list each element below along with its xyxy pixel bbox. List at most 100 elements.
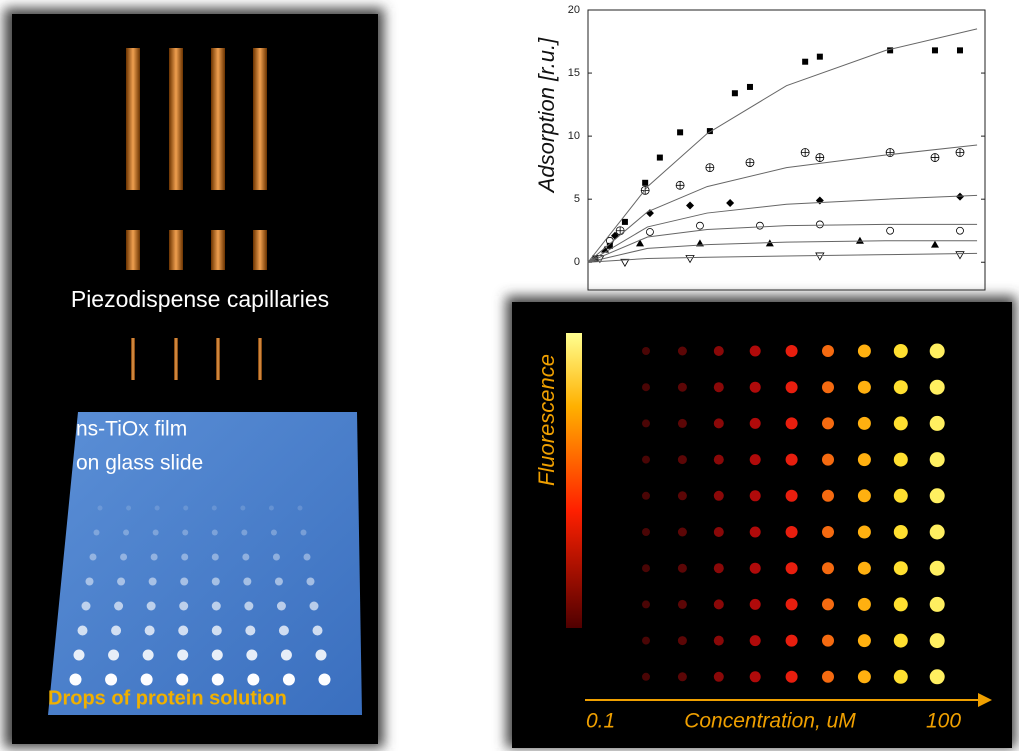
point bbox=[956, 227, 963, 234]
drop bbox=[143, 650, 154, 661]
drop bbox=[304, 554, 311, 561]
capillary bbox=[211, 48, 225, 190]
spot bbox=[858, 562, 871, 575]
spot bbox=[858, 670, 871, 683]
spot bbox=[714, 672, 724, 682]
spot bbox=[858, 453, 871, 466]
drop bbox=[241, 530, 247, 536]
spot bbox=[786, 598, 798, 610]
spot bbox=[858, 526, 871, 539]
spot bbox=[786, 454, 798, 466]
fit-line bbox=[588, 224, 977, 262]
y-tick-label: 20 bbox=[568, 4, 580, 16]
spot bbox=[822, 526, 834, 538]
spot bbox=[822, 454, 834, 466]
drop bbox=[244, 602, 253, 611]
spot bbox=[894, 380, 908, 394]
drop bbox=[153, 530, 159, 536]
spot bbox=[894, 489, 908, 503]
capillary bbox=[126, 48, 140, 190]
spot bbox=[750, 418, 761, 429]
capillary bbox=[253, 230, 267, 270]
spot bbox=[930, 561, 945, 576]
spot bbox=[714, 599, 724, 609]
spot bbox=[822, 345, 834, 357]
spot bbox=[750, 599, 761, 610]
drop bbox=[177, 650, 188, 661]
point bbox=[747, 84, 753, 90]
film-label: on glass slide bbox=[76, 452, 203, 475]
point bbox=[931, 241, 939, 248]
point bbox=[696, 222, 703, 229]
drop bbox=[147, 602, 156, 611]
spot bbox=[786, 490, 798, 502]
spot bbox=[678, 636, 687, 645]
spot bbox=[858, 489, 871, 502]
drop bbox=[313, 626, 323, 636]
drop bbox=[176, 674, 188, 686]
spot bbox=[786, 381, 798, 393]
y-tick-label: 10 bbox=[568, 130, 580, 142]
spot bbox=[714, 455, 724, 465]
point bbox=[657, 155, 663, 161]
point bbox=[686, 201, 694, 209]
drop bbox=[283, 674, 295, 686]
spot bbox=[858, 598, 871, 611]
point bbox=[732, 90, 738, 96]
drop bbox=[245, 626, 255, 636]
spot bbox=[930, 344, 945, 359]
spot bbox=[894, 344, 908, 358]
point bbox=[816, 253, 824, 260]
spot bbox=[858, 417, 871, 430]
spot bbox=[678, 419, 687, 428]
drop bbox=[117, 578, 125, 586]
capillary bbox=[126, 230, 140, 270]
spot bbox=[750, 454, 761, 465]
point bbox=[887, 227, 894, 234]
spot bbox=[714, 636, 724, 646]
point bbox=[746, 159, 754, 167]
spot bbox=[822, 490, 834, 502]
drop bbox=[105, 674, 117, 686]
capillary bbox=[253, 48, 267, 190]
drop bbox=[114, 602, 123, 611]
spot bbox=[714, 346, 724, 356]
spot bbox=[714, 563, 724, 573]
drop bbox=[243, 578, 251, 586]
drop bbox=[86, 578, 94, 586]
spot bbox=[786, 562, 798, 574]
spot bbox=[786, 635, 798, 647]
spot bbox=[930, 597, 945, 612]
capillary bbox=[211, 230, 225, 270]
spot bbox=[858, 634, 871, 647]
spot bbox=[642, 347, 650, 355]
spot bbox=[750, 563, 761, 574]
drop bbox=[179, 602, 188, 611]
drop bbox=[82, 602, 91, 611]
spot bbox=[714, 491, 724, 501]
spot bbox=[894, 634, 908, 648]
drop bbox=[212, 530, 218, 536]
point bbox=[801, 149, 809, 157]
y-tick-label: 5 bbox=[574, 193, 580, 205]
drop bbox=[178, 626, 188, 636]
point bbox=[932, 47, 938, 53]
point bbox=[817, 54, 823, 60]
spot bbox=[750, 527, 761, 538]
axis-start: 0.1 bbox=[586, 710, 615, 733]
drop bbox=[246, 650, 257, 661]
spot bbox=[786, 526, 798, 538]
spot bbox=[894, 561, 908, 575]
drop bbox=[90, 554, 97, 561]
spot bbox=[858, 345, 871, 358]
axis-end: 100 bbox=[926, 710, 961, 733]
spot bbox=[930, 525, 945, 540]
drop bbox=[298, 506, 303, 511]
point bbox=[642, 180, 648, 186]
spot bbox=[642, 419, 650, 427]
capillary bbox=[216, 338, 220, 380]
spot bbox=[642, 673, 650, 681]
spot bbox=[714, 527, 724, 537]
drop bbox=[316, 650, 327, 661]
drop bbox=[212, 578, 220, 586]
